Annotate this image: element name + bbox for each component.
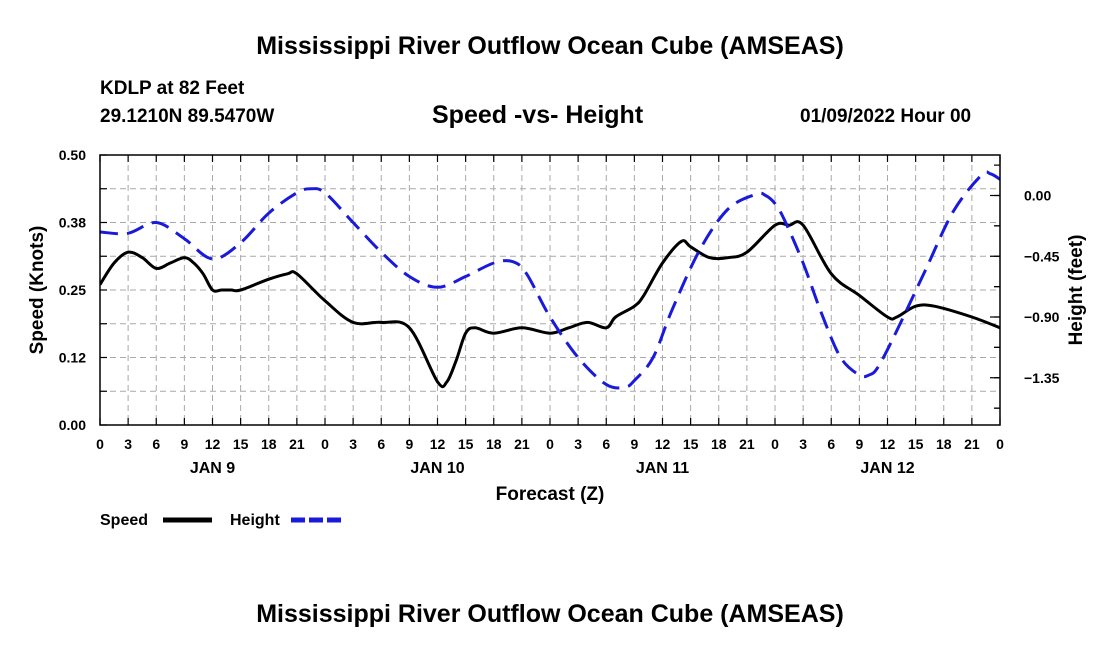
chart-subtitle: Speed -vs- Height <box>432 101 644 129</box>
date-label: JAN 12 <box>860 460 914 477</box>
y-tick-label: 0.50 <box>59 147 86 163</box>
x-tick-label: 21 <box>289 436 305 452</box>
chart-title: Mississippi River Outflow Ocean Cube (AM… <box>256 32 844 60</box>
x-tick-label: 0 <box>771 436 779 452</box>
y2-tick-label: 0.00 <box>1024 188 1051 204</box>
x-tick-label: 18 <box>261 436 277 452</box>
x-tick-label: 3 <box>124 436 132 452</box>
x-tick-label: 3 <box>574 436 582 452</box>
x-tick-label: 15 <box>458 436 474 452</box>
date-label: JAN 11 <box>636 460 689 477</box>
x-tick-label: 18 <box>711 436 727 452</box>
x-tick-label: 0 <box>321 436 329 452</box>
height-series-line <box>100 170 1000 390</box>
x-tick-label: 9 <box>855 436 863 452</box>
x-tick-label: 6 <box>602 436 610 452</box>
x-tick-label: 15 <box>908 436 924 452</box>
x-tick-label: 18 <box>936 436 952 452</box>
x-tick-label: 0 <box>546 436 554 452</box>
x-tick-label: 9 <box>630 436 638 452</box>
y-axis-title: Speed (Knots) <box>27 226 48 355</box>
x-tick-label: 0 <box>996 436 1004 452</box>
x-tick-label: 9 <box>405 436 413 452</box>
x-tick-label: 3 <box>799 436 807 452</box>
x-tick-label: 6 <box>827 436 835 452</box>
x-tick-label: 6 <box>377 436 385 452</box>
date-label: JAN 10 <box>410 460 464 477</box>
coordinates-label: 29.1210N 89.5470W <box>100 106 275 127</box>
x-tick-label: 3 <box>349 436 357 452</box>
legend: Speed Height <box>100 512 343 529</box>
x-tick-label: 12 <box>880 436 896 452</box>
y2-tick-label: −0.45 <box>1024 248 1060 264</box>
x-tick-label: 18 <box>486 436 502 452</box>
x-tick-label: 12 <box>655 436 671 452</box>
x-tick-label: 12 <box>430 436 446 452</box>
x-tick-label: 21 <box>739 436 755 452</box>
y2-tick-label: −1.35 <box>1024 370 1060 386</box>
y-tick-label: 0.00 <box>59 417 86 433</box>
x-tick-label: 0 <box>96 436 104 452</box>
speed-series-line <box>100 220 1000 389</box>
x-tick-label: 15 <box>683 436 699 452</box>
y2-axis-title: Height (feet) <box>1066 235 1087 346</box>
x-tick-label: 15 <box>233 436 249 452</box>
y-tick-label: 0.38 <box>59 215 86 231</box>
x-tick-label: 9 <box>180 436 188 452</box>
y-tick-label: 0.25 <box>59 282 86 298</box>
x-axis-title: Forecast (Z) <box>496 484 605 505</box>
x-tick-label: 6 <box>152 436 160 452</box>
legend-label-height: Height <box>230 512 280 529</box>
date-label: JAN 9 <box>190 460 235 477</box>
y2-tick-label: −0.90 <box>1024 309 1060 325</box>
x-tick-label: 21 <box>514 436 530 452</box>
axis-ticks <box>99 154 1001 426</box>
footer-title: Mississippi River Outflow Ocean Cube (AM… <box>256 600 844 628</box>
x-tick-label: 21 <box>964 436 980 452</box>
station-label: KDLP at 82 Feet <box>100 78 245 99</box>
legend-label-speed: Speed <box>100 512 148 529</box>
series-layer <box>100 170 1000 390</box>
y-tick-label: 0.12 <box>59 350 86 366</box>
x-tick-label: 12 <box>205 436 221 452</box>
forecast-datetime: 01/09/2022 Hour 00 <box>800 106 972 127</box>
axis-labels: 0 3 6 9 12 15 18 21 0 3 6 9 12 15 18 21 0 3 6 9 12 15 18 21 0 3 6 9… <box>27 147 1087 505</box>
